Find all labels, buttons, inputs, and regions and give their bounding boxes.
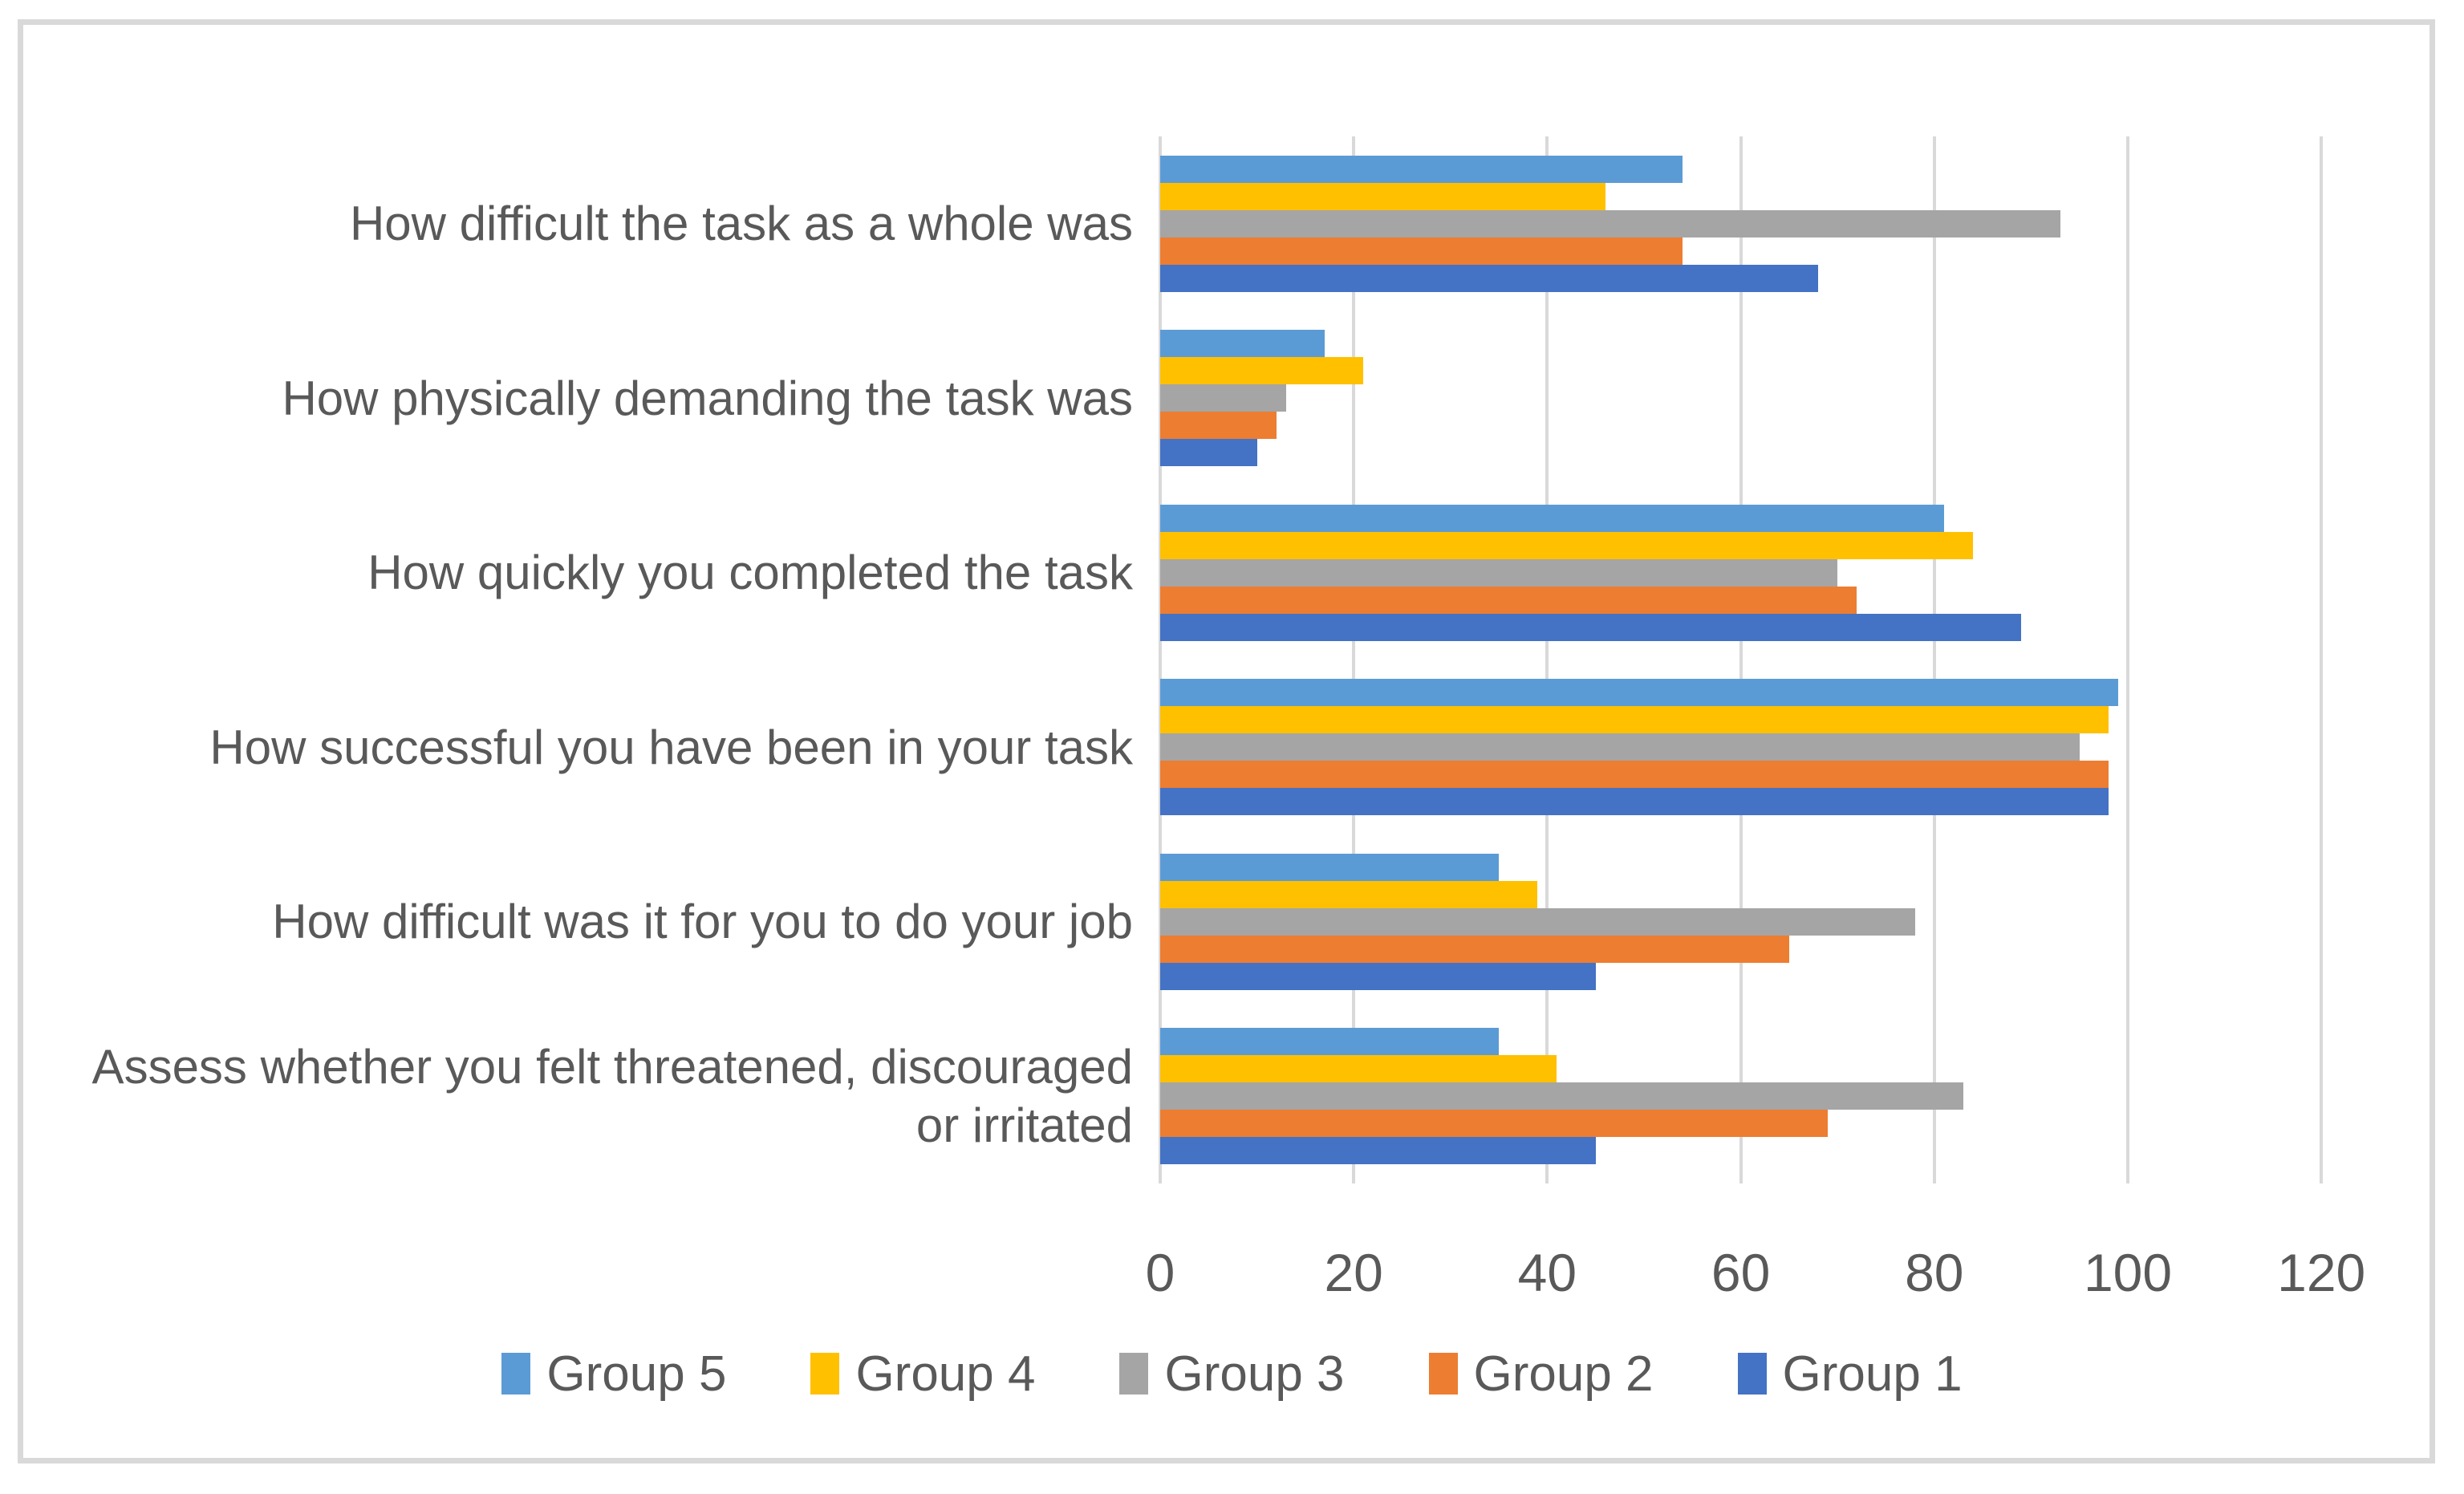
legend-label-group-3: Group 3	[1164, 1346, 1345, 1402]
bar-group-4-category-6	[1160, 1055, 1557, 1083]
chart-border	[18, 19, 2435, 1464]
bar-group-3-category-4	[1160, 733, 2080, 761]
bar-group-1-category-2	[1160, 439, 1257, 467]
gridline-60	[1739, 136, 1743, 1183]
legend-label-group-4: Group 4	[855, 1346, 1036, 1402]
legend-swatch-group-3	[1119, 1353, 1149, 1395]
bar-group-4-category-4	[1160, 706, 2109, 734]
x-axis-tick-100: 100	[2083, 1243, 2173, 1302]
legend-item-group-2: Group 2	[1428, 1346, 1654, 1403]
bar-group-2-category-3	[1160, 586, 1857, 614]
legend-item-group-4: Group 4	[810, 1346, 1035, 1403]
x-axis-tick-20: 20	[1324, 1243, 1383, 1302]
gridline-120	[2320, 136, 2324, 1183]
bar-group-1-category-3	[1160, 613, 2022, 641]
legend-item-group-3: Group 3	[1119, 1346, 1345, 1403]
bar-group-1-category-4	[1160, 788, 2109, 816]
bar-group-3-category-1	[1160, 209, 2060, 237]
legend-label-group-2: Group 2	[1473, 1346, 1654, 1402]
bar-group-4-category-3	[1160, 531, 1974, 559]
gridline-100	[2126, 136, 2129, 1183]
category-label-2: How physically demanding the task was	[282, 371, 1133, 425]
bar-group-5-category-4	[1160, 679, 2118, 707]
gridline-40	[1545, 136, 1549, 1183]
legend-label-group-1: Group 1	[1782, 1346, 1963, 1402]
bar-group-2-category-2	[1160, 412, 1277, 440]
bar-group-3-category-6	[1160, 1082, 1963, 1110]
category-label-3: How quickly you completed the task	[367, 546, 1133, 600]
category-label-6: Assess whether you felt threatened, disc…	[91, 1040, 1133, 1153]
bar-group-5-category-1	[1160, 155, 1683, 183]
category-label-1: How difficult the task as a whole was	[349, 197, 1133, 251]
x-axis-tick-80: 80	[1905, 1243, 1964, 1302]
legend-swatch-group-4	[810, 1353, 840, 1395]
x-axis-tick-40: 40	[1517, 1243, 1577, 1302]
legend-item-group-1: Group 1	[1737, 1346, 1963, 1403]
category-label-4: How successful you have been in your tas…	[209, 720, 1133, 774]
bar-group-5-category-3	[1160, 504, 1944, 532]
gridline-0	[1159, 136, 1162, 1183]
bar-group-1-category-6	[1160, 1137, 1596, 1165]
bar-group-3-category-3	[1160, 558, 1838, 587]
x-axis-tick-0: 0	[1145, 1243, 1175, 1302]
legend-swatch-group-1	[1737, 1353, 1767, 1395]
bar-group-2-category-6	[1160, 1110, 1829, 1138]
legend-label-group-5: Group 5	[546, 1346, 727, 1402]
bar-group-2-category-5	[1160, 935, 1789, 963]
bar-group-5-category-2	[1160, 330, 1325, 358]
bar-group-2-category-4	[1160, 761, 2109, 789]
bar-group-2-category-1	[1160, 237, 1683, 265]
legend-swatch-group-5	[501, 1353, 531, 1395]
legend: Group 5 Group 4 Group 3 Group 2 Group 1	[0, 1342, 2464, 1406]
category-label-5: How difficult was it for you to do your …	[272, 895, 1133, 949]
bar-group-4-category-1	[1160, 182, 1605, 210]
bar-group-4-category-5	[1160, 880, 1538, 908]
bar-group-4-category-2	[1160, 357, 1364, 385]
bar-group-5-category-6	[1160, 1028, 1500, 1056]
legend-swatch-group-2	[1428, 1353, 1458, 1395]
gridline-20	[1352, 136, 1356, 1183]
bar-group-3-category-5	[1160, 907, 1915, 936]
bar-group-1-category-1	[1160, 264, 1819, 292]
gridline-80	[1932, 136, 1936, 1183]
x-axis-tick-120: 120	[2277, 1243, 2366, 1302]
bar-group-5-category-5	[1160, 853, 1500, 881]
legend-item-group-5: Group 5	[501, 1346, 726, 1403]
bar-group-3-category-2	[1160, 384, 1286, 412]
x-axis-tick-60: 60	[1711, 1243, 1771, 1302]
bar-group-1-category-5	[1160, 962, 1596, 990]
